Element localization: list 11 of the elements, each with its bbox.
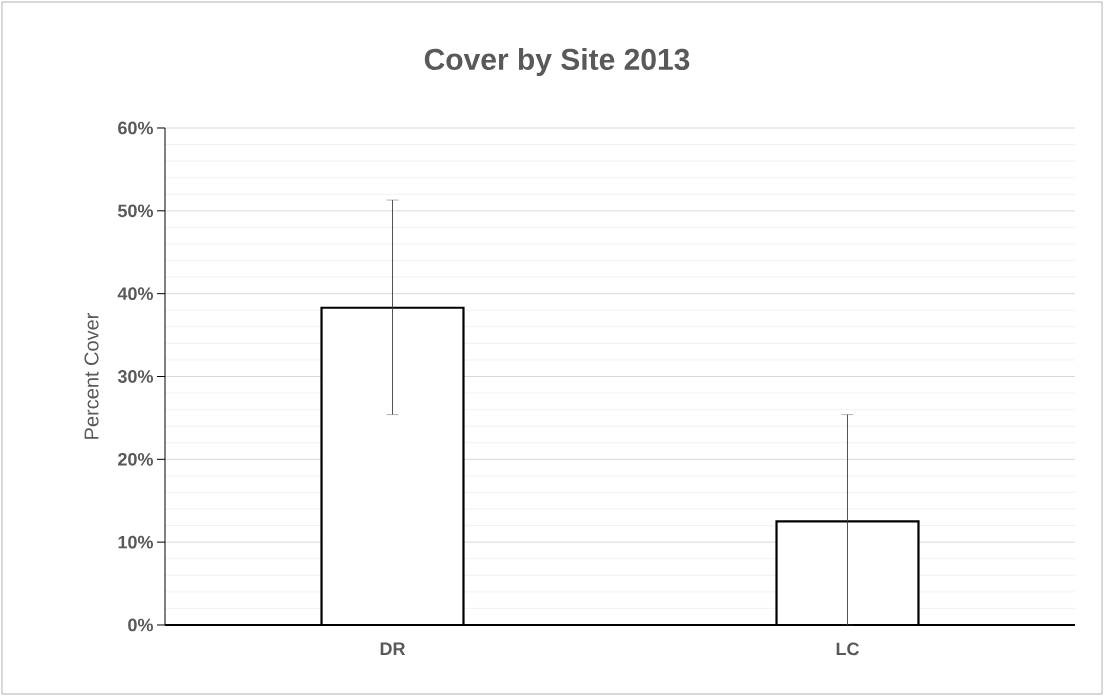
y-tick-label: 50% xyxy=(118,204,153,218)
y-tick-label: 0% xyxy=(128,618,153,632)
y-tick-label: 60% xyxy=(118,121,153,135)
y-axis-title: Percent Cover xyxy=(84,312,99,439)
y-tick-label: 20% xyxy=(118,452,153,466)
chart-title: Cover by Site 2013 xyxy=(424,48,690,76)
x-tick-label: LC xyxy=(836,642,860,656)
y-tick-label: 40% xyxy=(117,287,153,301)
x-tick-label: DR xyxy=(380,642,406,655)
y-tick-label: 30% xyxy=(117,370,153,383)
y-tick-label: 10% xyxy=(118,535,153,549)
